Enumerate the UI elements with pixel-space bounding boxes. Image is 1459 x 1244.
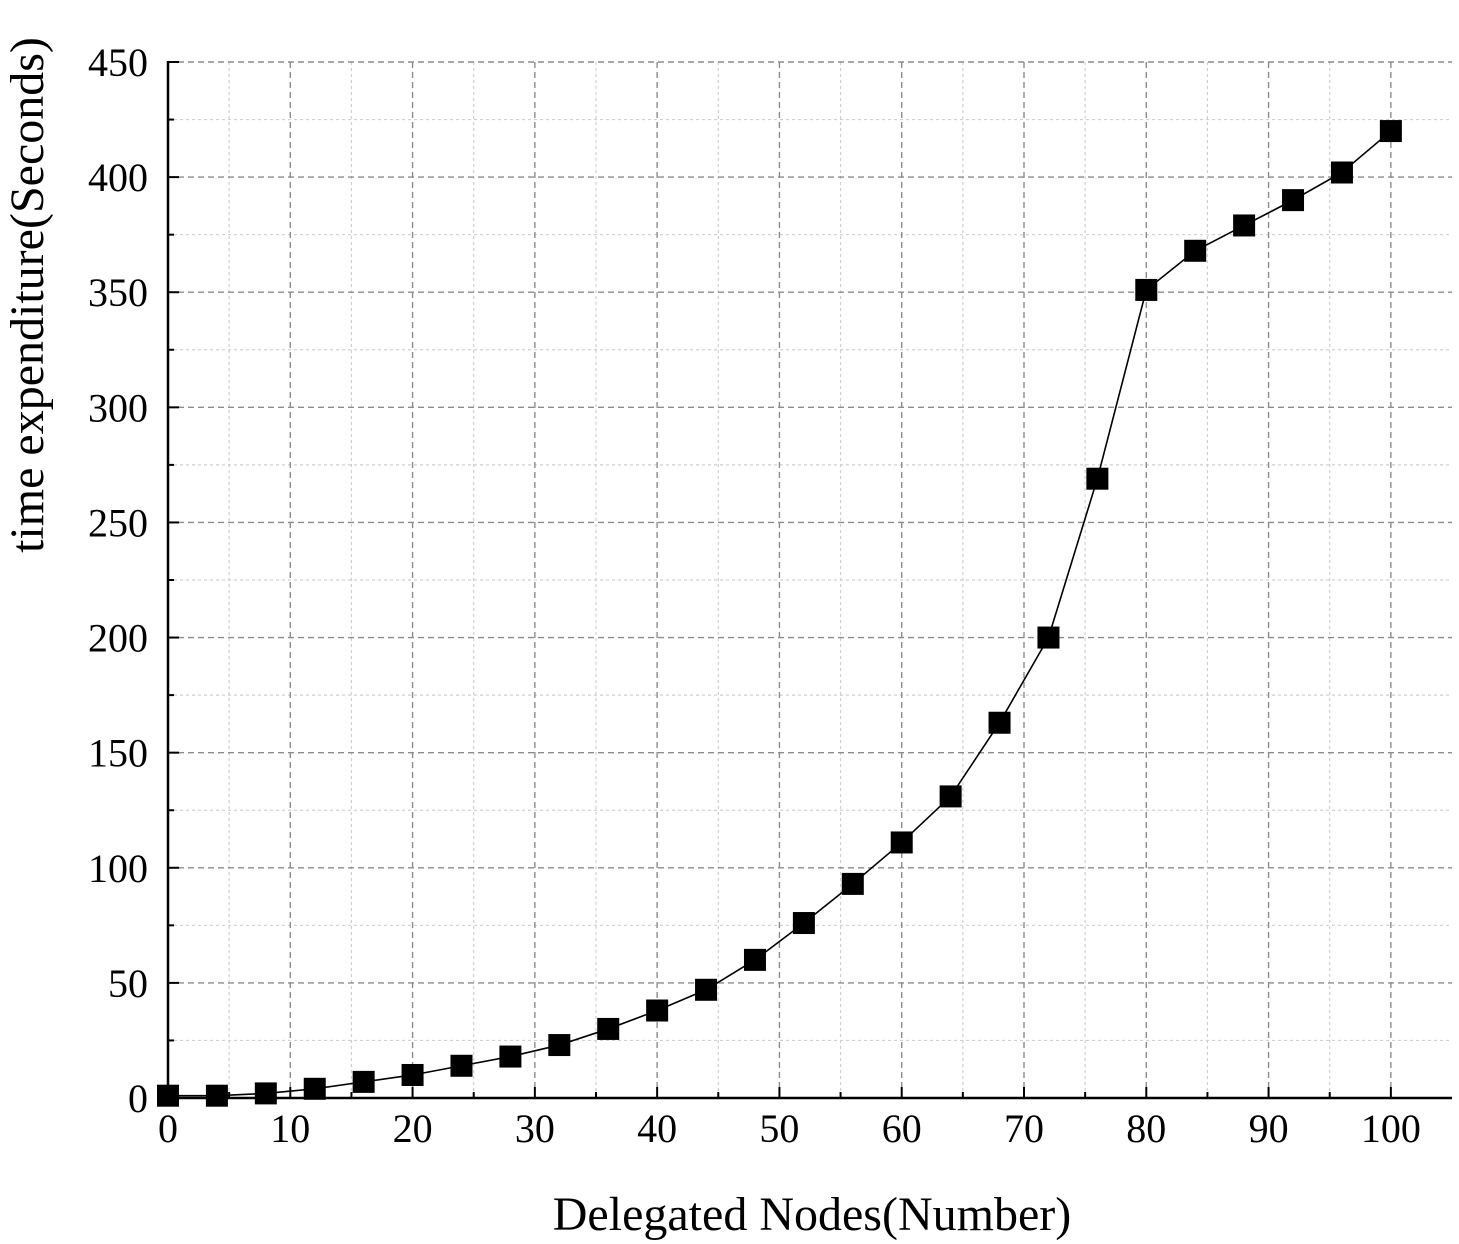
x-tick-label: 80 <box>1126 1106 1166 1151</box>
data-point <box>157 1084 179 1107</box>
data-point <box>792 912 815 935</box>
data-point <box>841 872 864 895</box>
y-tick-label: 350 <box>88 270 148 315</box>
data-point <box>646 999 669 1022</box>
data-point <box>1184 239 1207 262</box>
data-point <box>1037 626 1060 649</box>
x-tick-label: 30 <box>515 1106 555 1151</box>
x-tick-label: 40 <box>637 1106 677 1151</box>
data-point <box>401 1063 424 1086</box>
data-point <box>1086 467 1109 490</box>
data-point <box>743 948 766 971</box>
x-tick-label: 70 <box>1004 1106 1044 1151</box>
data-point <box>1282 189 1305 212</box>
x-tick-label: 0 <box>158 1106 178 1151</box>
y-tick-label: 300 <box>88 385 148 430</box>
data-point <box>1233 214 1256 237</box>
data-point <box>352 1070 375 1093</box>
data-point <box>939 785 962 808</box>
data-point <box>988 711 1011 734</box>
data-point <box>548 1034 571 1057</box>
data-point <box>1330 161 1353 184</box>
markers <box>157 120 1402 1107</box>
data-point <box>450 1054 473 1077</box>
y-tick-label: 450 <box>88 40 148 85</box>
y-axis-title: time expenditure(Seconds) <box>1 37 54 553</box>
y-tick-label: 200 <box>88 616 148 661</box>
x-axis-title: Delegated Nodes(Number) <box>553 1188 1071 1241</box>
data-point <box>254 1082 277 1105</box>
ticks <box>167 61 1392 1099</box>
x-tick-label: 100 <box>1361 1106 1421 1151</box>
y-tick-label: 50 <box>108 961 148 1006</box>
data-point <box>695 978 718 1001</box>
data-point <box>1379 120 1402 143</box>
data-point <box>499 1045 522 1068</box>
y-tick-label: 100 <box>88 846 148 891</box>
y-tick-label: 250 <box>88 500 148 545</box>
x-tick-label: 20 <box>393 1106 433 1151</box>
data-point <box>597 1017 620 1040</box>
x-tick-label: 90 <box>1249 1106 1289 1151</box>
data-point <box>890 831 913 854</box>
y-tick-label: 150 <box>88 731 148 776</box>
x-tick-label: 60 <box>882 1106 922 1151</box>
y-tick-label: 400 <box>88 155 148 200</box>
x-tick-label: 50 <box>759 1106 799 1151</box>
major-grid <box>168 61 1452 1098</box>
data-point <box>303 1077 326 1100</box>
tick-labels: 0 10 20 30 40 50 60 70 80 90 100 0 50 100 150 200 250 300… <box>88 40 1421 1151</box>
axes <box>166 61 1452 1100</box>
x-tick-label: 10 <box>270 1106 310 1151</box>
data-point <box>205 1084 228 1107</box>
data-point <box>1135 278 1158 301</box>
y-tick-label: 0 <box>128 1076 148 1121</box>
